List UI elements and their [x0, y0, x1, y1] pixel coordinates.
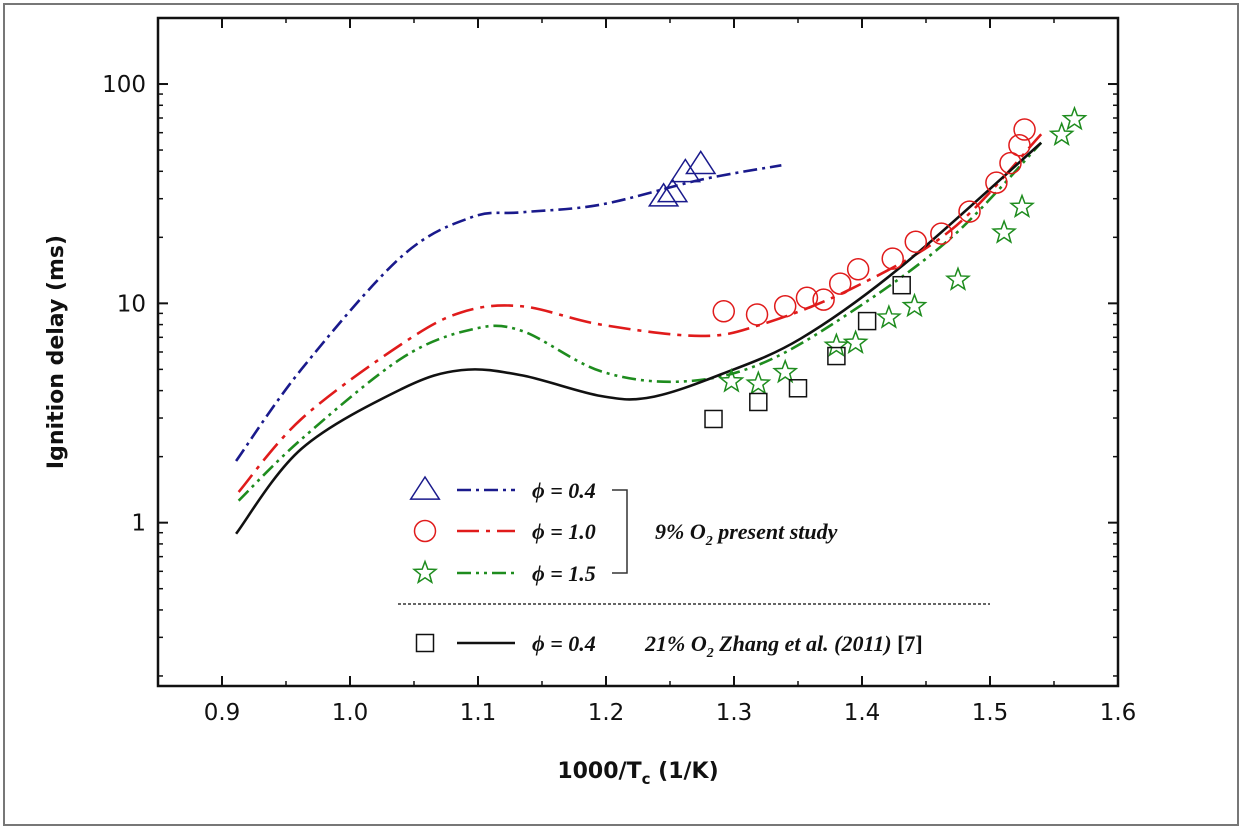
legend-bracket: [612, 489, 628, 574]
model-curve-2: [237, 141, 1043, 502]
plot-frame: [156, 16, 1120, 688]
data-point-star: [718, 367, 745, 393]
x-tick-label: 1.5: [972, 700, 1009, 726]
data-point-star: [991, 219, 1018, 244]
data-point-circle: [1013, 118, 1036, 141]
data-point-star: [1009, 193, 1035, 219]
x-tick-label: 1.0: [332, 700, 369, 726]
data-point-circle: [812, 288, 835, 311]
legend-marker-square: [415, 633, 435, 653]
model-curve-3: [235, 141, 1043, 535]
data-point-star: [901, 292, 928, 318]
x-axis-label: 1000/Tc (1/K): [557, 759, 718, 788]
legend-marker-star: [412, 559, 438, 585]
data-point-square: [749, 392, 768, 412]
legend-marker-triangle: [409, 475, 441, 500]
data-point-circle: [930, 222, 953, 245]
data-point-star: [823, 332, 850, 357]
y-tick-label: 10: [117, 291, 146, 317]
data-point-circle: [881, 247, 904, 270]
data-point-triangle: [647, 182, 680, 207]
model-curve-0: [235, 164, 782, 462]
data-point-circle: [745, 303, 769, 326]
data-point-circle: [773, 294, 797, 318]
data-point-square: [827, 346, 846, 366]
data-point-star: [772, 358, 799, 384]
x-tick-label: 1.6: [1100, 700, 1137, 726]
y-tick-label: 100: [102, 72, 146, 98]
data-point-circle: [1008, 133, 1031, 157]
legend-label-3: ϕ = 0.4: [532, 631, 596, 656]
data-point-circle: [828, 272, 852, 295]
legend: ϕ = 0.4 ϕ = 1.0 ϕ = 1.5 ϕ = 0.4 9% O2 pr…: [398, 475, 990, 661]
legend-label-2: ϕ = 1.5: [532, 561, 596, 586]
data-point-star: [1061, 105, 1088, 131]
data-point-circle: [846, 258, 870, 281]
legend-ref-label: 21% O2 Zhang et al. (2011) [7]: [644, 631, 923, 661]
figure-frame: [3, 3, 1239, 826]
legend-label-0: ϕ = 0.4: [532, 478, 596, 503]
data-point-star: [842, 329, 869, 354]
x-tick-label: 1.3: [716, 700, 753, 726]
data-point-square: [892, 275, 911, 295]
x-tick-label: 0.9: [204, 700, 241, 726]
data-point-circle: [985, 171, 1008, 194]
y-tick-label: 1: [131, 511, 146, 537]
y-axis-label: Ignition delay (ms): [44, 235, 69, 469]
data-point-triangle: [669, 158, 702, 183]
data-point-star: [1048, 121, 1075, 146]
data-point-triangle: [685, 150, 717, 175]
x-tick-label: 1.2: [588, 700, 625, 726]
legend-label-1: ϕ = 1.0: [532, 519, 596, 544]
legend-group-label: 9% O2 present study: [655, 519, 838, 549]
data-point-circle: [904, 230, 928, 253]
data-point-square: [704, 409, 723, 429]
data-point-circle: [795, 286, 819, 310]
x-tick-label: 1.1: [460, 700, 497, 726]
data-point-circle: [712, 300, 736, 323]
data-point-star: [745, 370, 772, 395]
x-tick-label: 1.4: [844, 700, 881, 726]
data-point-square: [857, 311, 877, 331]
data-point-star: [945, 266, 971, 291]
model-curve-1: [237, 133, 1043, 493]
data-point-star: [875, 304, 902, 329]
data-point-circle: [958, 200, 981, 223]
data-point-square: [788, 379, 808, 398]
data-point-circle: [999, 151, 1022, 175]
data-point-triangle: [656, 178, 689, 203]
legend-marker-circle: [413, 519, 437, 543]
